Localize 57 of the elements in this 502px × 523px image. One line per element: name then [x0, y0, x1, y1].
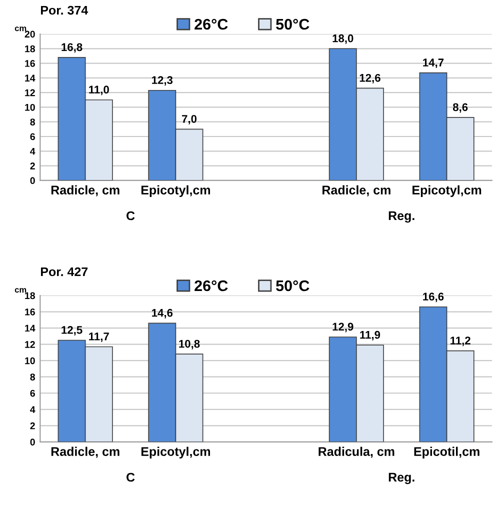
y-tick-label: 2	[30, 162, 35, 170]
data-label: 11,2	[450, 336, 470, 346]
data-label: 12,6	[360, 74, 380, 84]
data-label: 7,0	[182, 114, 197, 124]
text: C	[126, 211, 135, 220]
y-axis-title: cm	[14, 26, 26, 32]
y-tick-label: 14	[25, 324, 36, 332]
data-label: 11,7	[89, 332, 109, 342]
y-tick-label: 20	[24, 30, 35, 38]
data-label: 16,8	[62, 43, 82, 53]
y-tick-label: 8	[30, 118, 35, 126]
x-tick-label: Radicula, cm	[318, 446, 394, 458]
data-label: 14,7	[423, 58, 444, 68]
y-tick-label: 0	[30, 438, 35, 446]
x-tick-label: Radicle, cm	[51, 185, 120, 196]
y-tick-label: 6	[30, 390, 35, 397]
y-tick-label: 10	[25, 357, 35, 364]
data-label: 11,0	[89, 86, 109, 96]
legend-label: 50°C	[276, 280, 310, 292]
x-tick-label: Radicle, cm	[51, 446, 120, 458]
y-tick-label: 12	[25, 89, 35, 96]
x-tick-label: Epicotyl,cm	[412, 185, 482, 197]
y-tick-label: 16	[25, 308, 35, 316]
y-tick-label: 0	[30, 177, 35, 184]
data-label: 12,3	[152, 76, 173, 86]
data-label: 14,6	[152, 308, 173, 318]
y-tick-label: 16	[25, 60, 35, 67]
y-tick-label: 6	[30, 133, 35, 140]
legend-label: 50°C	[276, 18, 310, 30]
text: C	[126, 472, 135, 482]
text: Reg.	[388, 472, 414, 484]
legend-label: 26°C	[194, 18, 228, 30]
y-tick-label: 12	[25, 341, 35, 348]
y-tick-label: 10	[25, 104, 35, 111]
chart-title: Por. 427	[40, 267, 88, 276]
legend-label: 26°C	[194, 280, 228, 292]
y-tick-label: 4	[30, 148, 36, 155]
y-tick-label: 18	[25, 292, 35, 300]
data-label: 10,8	[179, 340, 200, 350]
x-tick-label: Epicotil,cm	[414, 446, 480, 458]
data-label: 8,6	[452, 103, 468, 113]
x-tick-label: Radicle, cm	[322, 185, 390, 196]
y-tick-label: 8	[30, 374, 35, 380]
text: Reg.	[388, 211, 414, 223]
y-tick-label: 4	[30, 406, 36, 413]
y-tick-label: 18	[25, 45, 35, 52]
data-label: 18,0	[332, 34, 354, 44]
data-label: 12,9	[332, 322, 354, 332]
data-label: 16,6	[423, 292, 444, 302]
data-label: 11,9	[360, 330, 380, 340]
y-tick-label: 14	[25, 74, 36, 82]
chart-title: Por. 374	[40, 6, 88, 15]
y-axis-title: cm	[14, 288, 26, 293]
data-label: 12,5	[62, 326, 82, 336]
y-tick-label: 2	[30, 422, 35, 430]
x-tick-label: Epicotyl,cm	[141, 185, 210, 197]
x-tick-label: Epicotyl,cm	[141, 446, 210, 458]
